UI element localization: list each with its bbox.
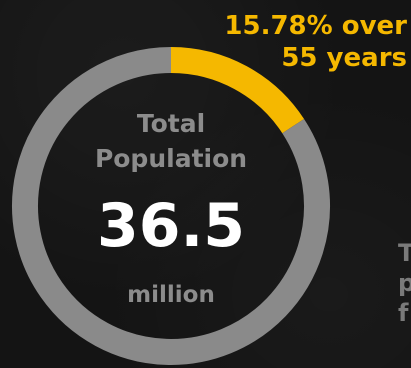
center-title: Total Population	[60, 106, 282, 176]
annotation-line-2: 55 years	[281, 43, 407, 73]
clipped-side-text: T p f	[398, 238, 411, 328]
center-unit: million	[127, 282, 215, 308]
side-text-line-3: f	[398, 299, 409, 327]
center-value: 36.5	[96, 191, 246, 261]
annotation-line-1: 15.78% over	[224, 11, 407, 41]
side-text-line-2: p	[398, 269, 411, 297]
center-title-line-2: Population	[94, 144, 248, 173]
center-title-line-1: Total	[136, 109, 206, 138]
highlight-annotation: 15.78% over 55 years	[224, 10, 407, 74]
side-text-line-1: T	[398, 239, 411, 267]
donut-slice-remainder	[12, 47, 330, 365]
donut-slice-highlight	[170, 47, 305, 134]
